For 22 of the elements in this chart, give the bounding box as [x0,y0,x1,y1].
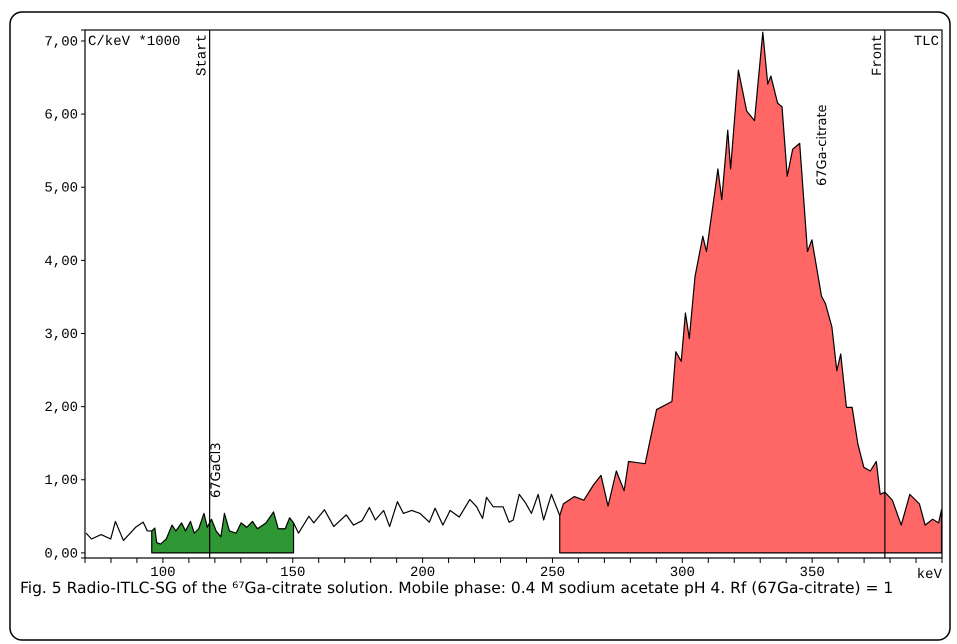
x-tick-label: 100 [150,564,176,581]
y-tick-label: 4,00 [44,254,78,270]
y-tick-label: 7,00 [44,34,78,50]
y-tick-label: 6,00 [44,108,78,124]
y-tick-label: 2,00 [44,400,78,416]
annotation: 67Ga-citrate [815,104,830,186]
annotation: 67GaCl3 [209,442,224,498]
x-tick-label: 250 [540,564,566,581]
caption: Fig. 5 Radio-ITLC-SG of the ⁶⁷Ga-citrate solution. Mobile phase: 0.4 M sodium acetate pH 4. Rf (67Ga-citrate) = 1 [20,579,894,597]
y-tick-label: 0,00 [44,546,78,562]
annotation: TLC [914,34,939,50]
y-tick-label: 3,00 [44,326,78,343]
x-tick-label: 200 [410,564,436,581]
ref-line-label: Front [870,34,886,76]
x-axis-title: keV [916,567,943,583]
y-axis-title: C/keV *1000 [88,34,180,50]
y-tick-label: 1,00 [44,473,78,490]
x-tick-label: 350 [800,564,825,581]
x-tick-label: 150 [280,564,306,581]
y-tick-label: 5,00 [44,180,78,197]
ref-line-label: Start [194,34,211,76]
x-tick-label: 300 [670,564,695,581]
